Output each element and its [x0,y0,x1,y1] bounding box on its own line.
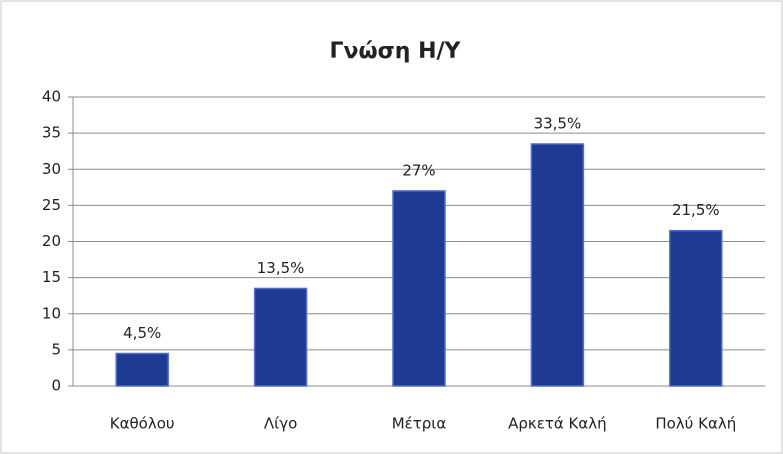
x-tick-label: Λίγο [264,415,297,433]
data-label: 33,5% [534,114,582,132]
x-tick-label: Αρκετά Καλή [508,415,607,433]
data-label: 27% [402,161,435,179]
y-tick-label: 5 [51,340,61,358]
y-tick-label: 0 [51,377,61,395]
data-label: 4,5% [123,324,161,342]
data-label: 13,5% [257,259,305,277]
x-tick-label: Μέτρια [392,415,447,433]
y-tick-label: 35 [42,124,61,142]
bar [530,143,585,387]
chart-title: Γνώση Η/Υ [330,39,462,64]
bar [669,229,723,387]
y-tick-label: 30 [42,160,61,178]
y-tick-label: 40 [42,88,61,106]
bar [253,287,308,387]
y-tick-label: 25 [42,196,61,214]
x-tick-label: Πολύ Καλή [655,415,736,433]
x-tick-label: Καθόλου [110,415,175,433]
y-tick-label: 10 [42,304,61,322]
bar [115,352,169,387]
y-tick-label: 15 [42,268,61,286]
data-label: 21,5% [672,201,720,219]
bar [392,190,446,387]
y-tick-label: 20 [42,232,61,250]
